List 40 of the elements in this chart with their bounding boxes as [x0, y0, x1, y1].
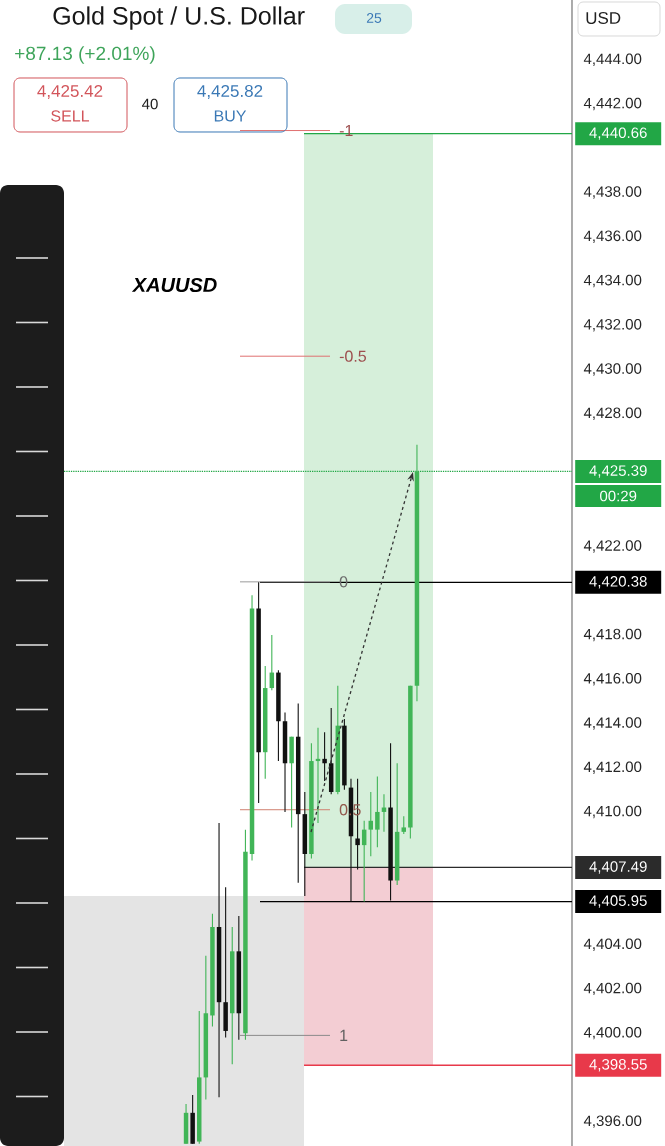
y-tick-label: 4,430.00	[583, 363, 642, 376]
annotation: 40	[142, 98, 158, 110]
y-tick-label: 4,442.00	[583, 97, 642, 111]
ref-line-label: 4,407.49	[589, 861, 647, 874]
y-tick-label: 4,402.00	[583, 982, 642, 996]
candlestick	[322, 731, 327, 782]
annotation: 1	[340, 1029, 348, 1041]
y-tick-label: 4,400.00	[583, 1026, 642, 1040]
y-tick-label: 4,396.00	[583, 1115, 642, 1128]
y-tick-label: 4,414.00	[583, 717, 642, 730]
annotation: SELL	[51, 110, 90, 122]
text: 00:29	[600, 490, 637, 502]
y-tick-label: 4,416.00	[583, 673, 642, 686]
y-tick-label: 4,418.00	[583, 628, 642, 642]
chart-title: Gold Spot / U.S. Dollar	[53, 6, 305, 30]
y-tick-label: 4,412.00	[583, 761, 642, 774]
y-tick-label: 4,410.00	[583, 805, 642, 819]
ref-line-label: 4,398.55	[589, 1059, 647, 1072]
annotation: XAUUSD	[131, 277, 217, 293]
ref-line-label: 4,420.38	[589, 576, 647, 589]
y-tick-label: 4,438.00	[583, 186, 642, 199]
annotation: 4,425.82	[197, 84, 263, 100]
annotation: 25	[366, 13, 382, 23]
y-tick-label: 4,434.00	[583, 274, 642, 288]
annotation: 4,425.42	[37, 84, 103, 100]
y-tick-label: 4,428.00	[583, 407, 642, 420]
candlestick	[368, 791, 374, 857]
y-tick-label: 4,444.00	[583, 53, 642, 66]
y-tick-label: 4,422.00	[583, 540, 642, 553]
annotation: BUY	[214, 110, 247, 122]
annotation: -0.5	[339, 350, 367, 362]
text: +87.13 (+2.01%)	[15, 46, 155, 64]
ref-line-label: 4,425.39	[589, 465, 647, 478]
ref-line-label: 4,440.66	[589, 127, 647, 140]
y-tick-label: 4,404.00	[583, 938, 642, 951]
y-tick-label: 4,436.00	[583, 230, 642, 243]
y-tick-label: 4,432.00	[583, 319, 642, 332]
text: USD	[586, 11, 621, 25]
candlestick	[375, 775, 380, 848]
ref-line-label: 4,405.95	[589, 895, 647, 908]
